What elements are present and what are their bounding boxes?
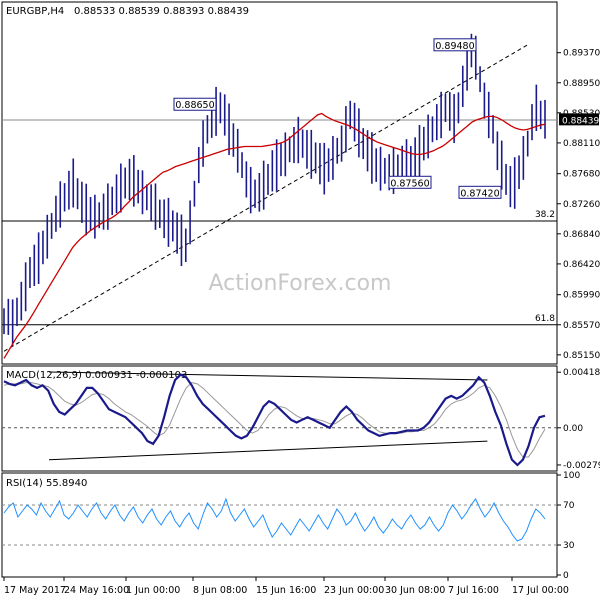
price-tick-label: 0.87680 <box>563 170 600 180</box>
price-tick-label: 0.86840 <box>563 230 600 240</box>
x-tick-label: 17 May 2017 <box>4 585 66 596</box>
price-tick-label: 0.85150 <box>563 351 600 361</box>
x-tick-label: 30 Jun 08:00 <box>385 585 445 596</box>
x-tick-label: 23 Jun 00:00 <box>324 585 384 596</box>
price-tick-label: 0.86420 <box>563 260 600 270</box>
rsi-tick-label: 70 <box>563 501 575 511</box>
price-tick-label: 0.88110 <box>563 139 600 149</box>
macd-title: MACD(12,26,9) 0.000931 -0.000103 <box>6 370 187 381</box>
ohlc-label: 0.88533 0.88539 0.88393 0.88439 <box>74 6 249 17</box>
price-panel-frame <box>1 1 558 365</box>
current-price-text: 0.88439 <box>562 116 599 126</box>
rsi-layer <box>2 497 557 546</box>
x-tick-label: 17 Jul 00:00 <box>512 585 569 596</box>
rsi-tick-label: 30 <box>563 541 575 551</box>
macd-line <box>3 373 546 467</box>
macd-signal-line <box>3 382 546 458</box>
price-annotation-label: 0.87560 <box>390 178 429 189</box>
x-tick-label: 24 May 16:00 <box>64 585 129 596</box>
moving-average-line <box>3 112 546 359</box>
rsi-panel-frame <box>1 472 558 578</box>
price-annotation-label: 0.87420 <box>460 188 499 199</box>
price-tick-label: 0.89370 <box>563 49 600 59</box>
price-annotation-box <box>433 38 477 52</box>
price-tick-label: 0.87260 <box>563 200 600 210</box>
macd-trend-line <box>48 440 488 461</box>
macd-panel-frame <box>1 365 558 472</box>
macd-tick-label: 0.00 <box>563 424 583 434</box>
macd-tick-label: -0.002796 <box>563 461 600 471</box>
price-annotation-box <box>388 175 432 189</box>
macd-tick-label: 0.004184 <box>563 368 600 378</box>
rsi-tick-label: 0 <box>563 571 569 581</box>
x-tick-label: 1 Jun 00:00 <box>126 585 180 596</box>
axis-layer: 0.893700.889500.885300.881100.876800.872… <box>3 49 600 596</box>
price-annotation-label: 0.89480 <box>435 41 474 52</box>
fib-label: 38.2 <box>535 210 555 220</box>
watermark: ActionForex.com <box>209 271 392 296</box>
macd-trend-line <box>48 371 488 381</box>
price-annotation-box <box>173 97 217 111</box>
rsi-line <box>3 497 546 542</box>
price-tick-label: 0.88950 <box>563 79 600 89</box>
price-tick-label: 0.85570 <box>563 321 600 331</box>
rsi-title: RSI(14) 55.8940 <box>6 478 87 489</box>
price-annotation-label: 0.88650 <box>175 100 214 111</box>
x-tick-label: 8 Jun 08:00 <box>193 585 247 596</box>
fib-label: 61.8 <box>535 314 555 324</box>
macd-layer <box>2 371 557 467</box>
price-tick-label: 0.85990 <box>563 291 600 301</box>
current-price-tag <box>559 113 599 126</box>
price-layer: 38.2 61.8 0.88650 0.89480 0.87560 0.87420 <box>2 33 557 359</box>
symbol-label: EURGBP,H4 <box>6 6 64 17</box>
rsi-tick-label: 100 <box>563 471 580 481</box>
x-tick-label: 7 Jul 16:00 <box>448 585 499 596</box>
x-tick-label: 15 Jun 16:00 <box>256 585 316 596</box>
price-annotation-box <box>458 185 502 199</box>
